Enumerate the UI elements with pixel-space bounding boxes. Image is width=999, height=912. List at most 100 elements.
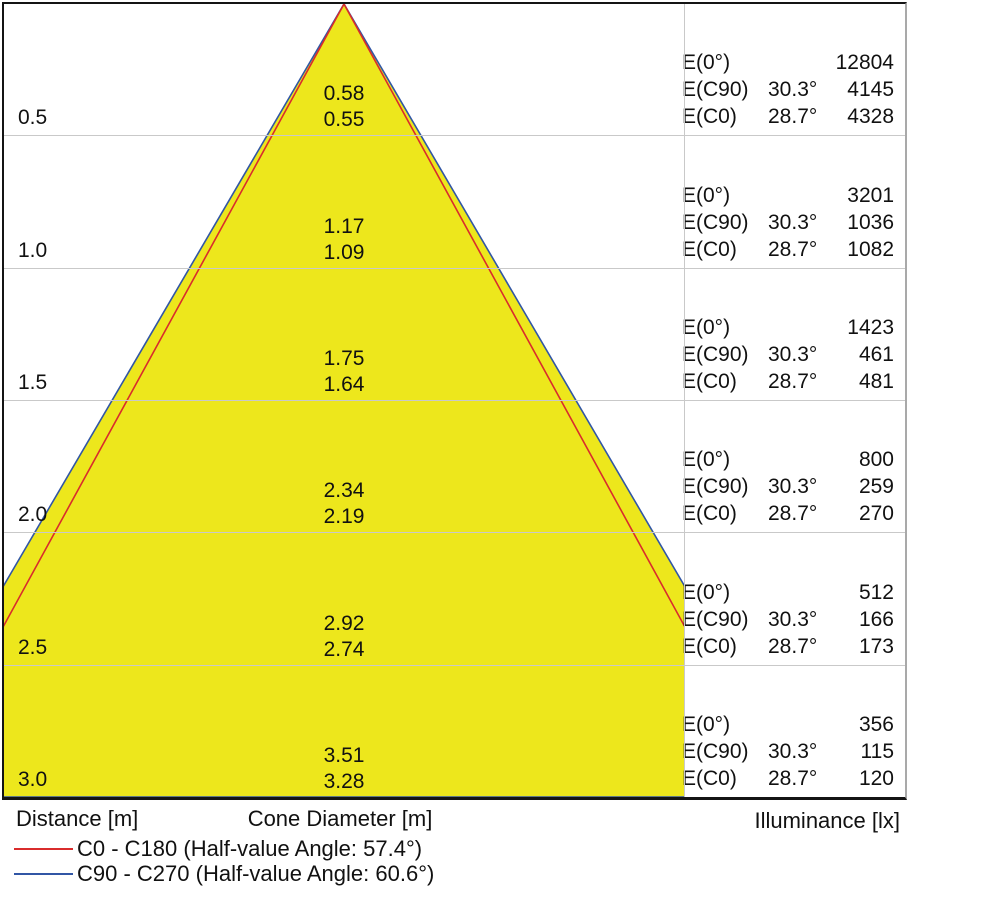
illuminance-block: E(0°) 356 E(C90) 30.3° 115 E(C0) 28.7° — [682, 711, 894, 792]
ec0-value: 4328 — [847, 105, 894, 129]
illuminance-line-ec90: E(C90) 30.3° 461 — [682, 341, 894, 368]
cone-diameter-values: 0.58 0.55 — [4, 81, 684, 133]
illuminance-line-e0: E(0°) 800 — [682, 446, 894, 473]
ec0-angle: 28.7° — [768, 237, 818, 261]
distance-value: 0.5 — [18, 106, 48, 130]
ec90-angle: 30.3° — [768, 210, 818, 234]
ec0-angle: 28.7° — [768, 369, 818, 393]
cone-diameter-axis-label: Cone Diameter [m] — [247, 806, 433, 831]
e0-value: 12804 — [835, 51, 894, 75]
cone-diameter-c90: 1.17 — [323, 214, 365, 238]
ec90-label: E(C90) — [682, 78, 749, 102]
cone-diameter-values: 3.51 3.28 — [4, 743, 684, 795]
cone-diameter-c0: 3.28 — [323, 769, 365, 793]
ec0-angle: 28.7° — [768, 105, 818, 129]
illuminance-line-ec90: E(C90) 30.3° 259 — [682, 473, 894, 500]
distance-value: 2.5 — [18, 635, 48, 659]
illuminance-line-e0: E(0°) 12804 — [682, 49, 894, 76]
illuminance-line-ec90: E(C90) 30.3° 1036 — [682, 209, 894, 236]
table-row: 1.5 1.75 1.64 E(0°) 1423 E(C90) 3 — [4, 269, 905, 401]
ec0-label: E(C0) — [682, 237, 737, 261]
e0-value: 512 — [858, 580, 894, 604]
ec90-angle: 30.3° — [768, 607, 818, 631]
ec90-angle: 30.3° — [768, 78, 818, 102]
cone-diameter-values: 1.75 1.64 — [4, 346, 684, 398]
distance-value: 3.0 — [18, 767, 48, 791]
cone-diameter-c0: 1.09 — [323, 240, 365, 264]
illuminance-line-ec90: E(C90) 30.3° 4145 — [682, 76, 894, 103]
e0-value: 800 — [858, 448, 894, 472]
e0-label: E(0°) — [682, 580, 731, 604]
table-rows: 0.5 0.58 0.55 E(0°) 12804 E(C90) — [4, 4, 905, 797]
ec0-angle: 28.7° — [768, 502, 818, 526]
illuminance-block: E(0°) 3201 E(C90) 30.3° 1036 E(C0) 28.7° — [682, 182, 894, 263]
e0-angle — [768, 579, 816, 606]
table-row: 3.0 3.51 3.28 E(0°) 356 E(C90) 30 — [4, 666, 905, 797]
cone-diameter-c90: 2.34 — [323, 479, 365, 503]
ec0-angle: 28.7° — [768, 634, 818, 658]
cone-diameter-c0: 0.55 — [323, 108, 365, 132]
illuminance-block: E(0°) 1423 E(C90) 30.3° 461 E(C0) 28.7° — [682, 314, 894, 395]
distance-axis-label: Distance [m] — [16, 806, 139, 831]
ec0-label: E(C0) — [682, 369, 737, 393]
cone-diameter-values: 2.92 2.74 — [4, 611, 684, 663]
ec90-label: E(C90) — [682, 475, 749, 499]
e0-label: E(0°) — [682, 448, 731, 472]
ec90-value: 4145 — [847, 78, 894, 102]
illuminance-line-ec90: E(C90) 30.3° 115 — [682, 738, 894, 765]
cone-diameter-values: 1.17 1.09 — [4, 214, 684, 266]
column-divider — [684, 4, 685, 797]
ec0-value: 173 — [858, 634, 894, 658]
ec90-label: E(C90) — [682, 342, 749, 366]
cone-diameter-c90: 1.75 — [323, 346, 365, 370]
ec0-value: 120 — [858, 766, 894, 790]
e0-angle — [768, 711, 816, 738]
cone-diameter-c90: 0.58 — [323, 82, 365, 106]
ec0-label: E(C0) — [682, 766, 737, 790]
illuminance-line-e0: E(0°) 512 — [682, 579, 894, 606]
e0-value: 3201 — [847, 183, 894, 207]
cone-diameter-c90: 3.51 — [323, 743, 365, 767]
ec90-angle: 30.3° — [768, 739, 818, 763]
ec90-label: E(C90) — [682, 607, 749, 631]
e0-value: 356 — [858, 712, 894, 736]
ec0-value: 270 — [858, 502, 894, 526]
ec90-angle: 30.3° — [768, 475, 818, 499]
ec0-label: E(C0) — [682, 634, 737, 658]
c0-legend-line-icon — [14, 848, 73, 850]
c90-legend-line-icon — [14, 873, 73, 875]
distance-value: 1.5 — [18, 370, 48, 394]
illuminance-block: E(0°) 800 E(C90) 30.3° 259 E(C0) 28.7° — [682, 446, 894, 527]
illuminance-line-ec0: E(C0) 28.7° 4328 — [682, 103, 894, 130]
ec90-label: E(C90) — [682, 739, 749, 763]
table-row: 1.0 1.17 1.09 E(0°) 3201 E(C90) 3 — [4, 136, 905, 269]
illuminance-block: E(0°) 12804 E(C90) 30.3° 4145 E(C0) 28.7… — [682, 49, 894, 130]
illuminance-axis-label: Illuminance [lx] — [754, 808, 900, 833]
distance-value: 1.0 — [18, 238, 48, 262]
illuminance-line-ec0: E(C0) 28.7° 481 — [682, 368, 894, 395]
cone-diameter-c0: 2.74 — [323, 637, 365, 661]
illuminance-line-ec90: E(C90) 30.3° 166 — [682, 606, 894, 633]
table-row: 2.5 2.92 2.74 E(0°) 512 E(C90) 30 — [4, 533, 905, 666]
illuminance-line-ec0: E(C0) 28.7° 270 — [682, 500, 894, 527]
ec90-label: E(C90) — [682, 210, 749, 234]
c0-legend-label: C0 - C180 (Half-value Angle: 57.4°) — [77, 836, 423, 861]
e0-label: E(0°) — [682, 183, 731, 207]
cone-diameter-values: 2.34 2.19 — [4, 478, 684, 530]
ec90-value: 1036 — [847, 210, 894, 234]
ec0-value: 1082 — [847, 237, 894, 261]
distance-value: 2.0 — [18, 503, 48, 527]
e0-label: E(0°) — [682, 51, 731, 75]
e0-angle — [768, 446, 816, 473]
cone-diameter-c0: 2.19 — [323, 505, 365, 529]
ec0-label: E(C0) — [682, 105, 737, 129]
e0-label: E(0°) — [682, 712, 731, 736]
e0-angle — [768, 182, 816, 209]
illuminance-line-ec0: E(C0) 28.7° 173 — [682, 633, 894, 660]
e0-value: 1423 — [847, 315, 894, 339]
ec0-angle: 28.7° — [768, 766, 818, 790]
illuminance-line-e0: E(0°) 3201 — [682, 182, 894, 209]
illuminance-line-e0: E(0°) 1423 — [682, 314, 894, 341]
ec0-label: E(C0) — [682, 502, 737, 526]
